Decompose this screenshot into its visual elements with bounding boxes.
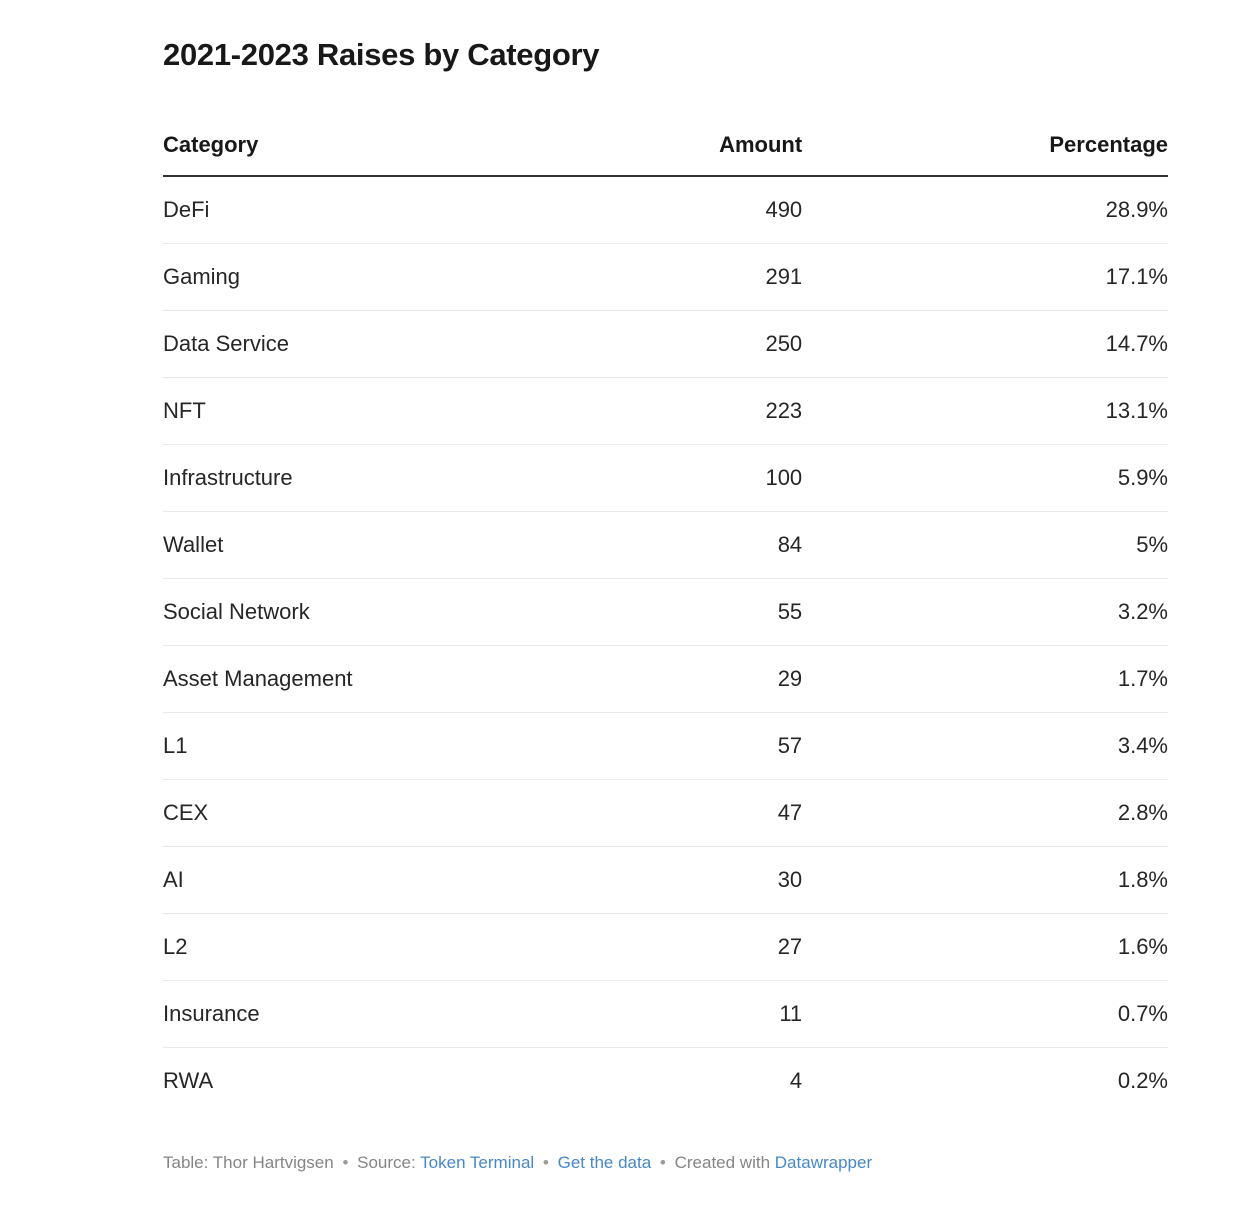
column-header-percentage: Percentage xyxy=(802,87,1168,177)
percentage-cell: 2.8% xyxy=(802,779,1168,847)
category-cell: Insurance xyxy=(163,980,565,1048)
category-cell: NFT xyxy=(163,377,565,445)
table-body: DeFi 490 28.9% Gaming 291 17.1% Data Service 25… xyxy=(163,176,1168,1114)
category-cell: Data Service xyxy=(163,310,565,378)
percentage-cell: 5.9% xyxy=(802,444,1168,512)
amount-cell: 55 xyxy=(565,578,803,646)
table-row: RWA 4 0.2% xyxy=(163,1047,1168,1114)
amount-cell: 4 xyxy=(789,1067,803,1093)
datawrapper-link[interactable]: Datawrapper xyxy=(774,1153,873,1172)
table-row: CEX 47 2.8% xyxy=(163,779,1168,847)
table-row: L2 27 1.6% xyxy=(163,913,1168,981)
percentage-cell: 14.7% xyxy=(802,310,1168,378)
bullet-separator: • xyxy=(542,1153,549,1172)
percentage-cell: 17.1% xyxy=(802,243,1168,311)
category-cell: Social Network xyxy=(163,578,565,646)
amount-cell: 490 xyxy=(565,176,803,244)
category-cell: Gaming xyxy=(163,243,565,311)
percentage-cell: 5% xyxy=(802,511,1168,579)
table-row: NFT 223 13.1% xyxy=(163,377,1168,445)
amount-cell: 30 xyxy=(565,846,803,914)
raises-table: Category Amount Percentage DeFi 490 28.9% G… xyxy=(163,87,1168,1114)
table-row: Wallet 84 5% xyxy=(163,511,1168,579)
amount-cell: 47 xyxy=(565,779,803,847)
bullet-separator: • xyxy=(342,1153,349,1172)
percentage-cell: 3.2% xyxy=(802,578,1168,646)
category-cell: Asset Management xyxy=(163,645,565,713)
percentage-cell: 1.6% xyxy=(802,913,1168,981)
table-row: Data Service 250 14.7% xyxy=(163,310,1168,378)
amount-cell: 84 xyxy=(565,511,803,579)
amount-cell: 11 xyxy=(565,980,803,1048)
percentage-cell: 0.7% xyxy=(802,980,1168,1048)
category-cell: L1 xyxy=(163,712,565,780)
amount-cell: 291 xyxy=(565,243,803,311)
table-row: Asset Management 29 1.7% xyxy=(163,645,1168,713)
percentage-cell: 1.8% xyxy=(802,846,1168,914)
table-widget: 2021-2023 Raises by Category Category Am… xyxy=(163,0,1168,1174)
amount-cell: 57 xyxy=(565,712,803,780)
page-title: 2021-2023 Raises by Category xyxy=(163,37,600,72)
table-row: L1 57 3.4% xyxy=(163,712,1168,780)
created-with-label: Created with xyxy=(674,1153,771,1172)
category-cell: DeFi xyxy=(163,176,565,244)
table-row: Insurance 11 0.7% xyxy=(163,980,1168,1048)
column-header-amount: Amount xyxy=(565,87,803,177)
table-row: DeFi 490 28.9% xyxy=(163,176,1168,244)
amount-cell: 223 xyxy=(565,377,803,445)
category-cell: RWA xyxy=(163,1067,214,1093)
amount-cell: 100 xyxy=(565,444,803,512)
percentage-cell: 3.4% xyxy=(802,712,1168,780)
table-header: Category Amount Percentage xyxy=(163,87,1168,177)
source-link[interactable]: Token Terminal xyxy=(420,1153,535,1172)
table-row: Social Network 55 3.2% xyxy=(163,578,1168,646)
percentage-cell: 28.9% xyxy=(802,176,1168,244)
column-header-category: Category xyxy=(163,87,565,177)
table-row: Gaming 291 17.1% xyxy=(163,243,1168,311)
percentage-cell: 0.2% xyxy=(1117,1067,1168,1093)
category-cell: CEX xyxy=(163,779,565,847)
amount-cell: 29 xyxy=(565,645,803,713)
category-cell: Infrastructure xyxy=(163,444,565,512)
category-cell: Wallet xyxy=(163,511,565,579)
source-label: Source: xyxy=(357,1153,416,1172)
amount-cell: 250 xyxy=(565,310,803,378)
attribution-footer: Table: Thor Hartvigsen • Source: Token T… xyxy=(163,1152,1168,1174)
percentage-cell: 1.7% xyxy=(802,645,1168,713)
get-the-data-link[interactable]: Get the data xyxy=(557,1153,652,1172)
bullet-separator: • xyxy=(659,1153,666,1172)
percentage-cell: 13.1% xyxy=(802,377,1168,445)
category-cell: AI xyxy=(163,846,565,914)
attribution-byline: Table: Thor Hartvigsen xyxy=(163,1153,334,1172)
category-cell: L2 xyxy=(163,913,565,981)
table-row: Infrastructure 100 5.9% xyxy=(163,444,1168,512)
amount-cell: 27 xyxy=(565,913,803,981)
table-row: AI 30 1.8% xyxy=(163,846,1168,914)
